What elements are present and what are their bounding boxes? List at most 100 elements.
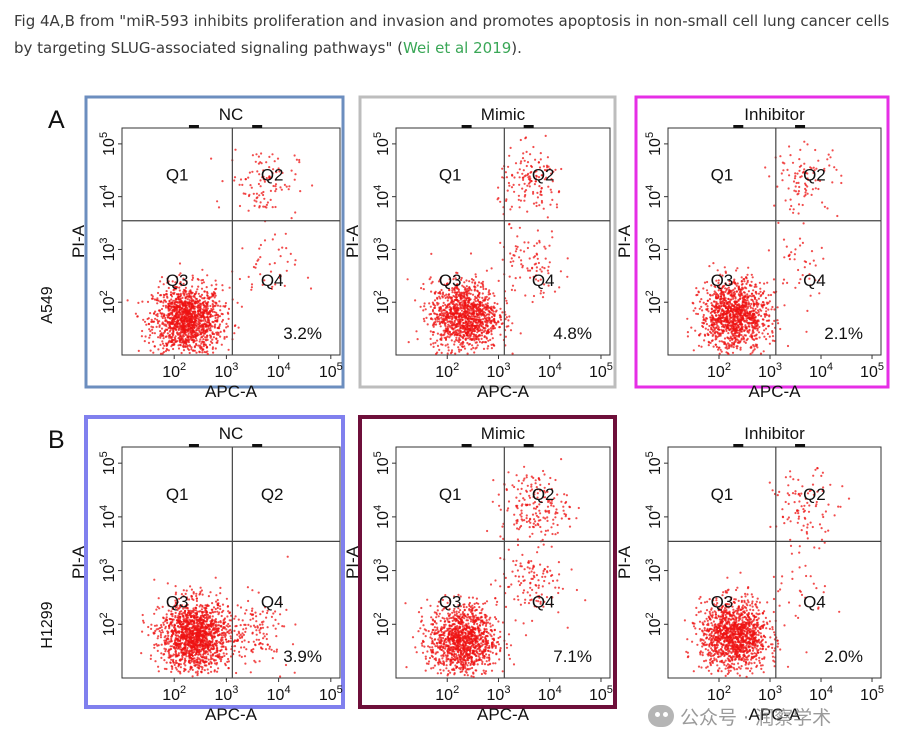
event-dot [446,299,449,302]
event-dot [786,281,789,284]
event-dot [520,259,523,262]
event-dot [141,300,144,303]
event-dot [471,324,474,327]
event-dot [442,334,445,337]
event-dot [767,301,770,304]
event-dot [423,302,426,305]
event-dot [461,318,464,321]
event-dot [475,341,478,344]
event-dot [171,334,174,337]
event-dot [805,189,808,192]
x-tick-label: 103 [758,361,782,381]
event-dot [696,312,700,316]
event-dot [191,338,194,342]
event-dot [482,326,485,329]
event-dot [760,303,763,306]
event-dot [207,658,210,661]
top-marker [188,125,199,128]
event-dot [485,295,488,298]
event-dot [728,343,731,346]
event-dot [290,217,293,220]
event-dot [798,165,802,168]
event-dot [257,182,260,186]
event-dot [149,334,152,337]
event-dot [226,325,229,328]
event-dot [718,308,721,311]
event-dot [154,310,157,313]
event-dot [274,205,277,209]
event-dot [722,304,725,307]
event-dot [719,305,723,308]
quadrant-label-q1: Q1 [166,165,189,184]
event-dot [728,318,731,321]
event-dot [198,295,201,298]
event-dot [756,346,759,349]
event-dot [179,312,182,315]
event-dot [736,345,739,348]
event-dot [250,288,253,291]
event-dot [455,336,458,339]
event-dot [711,339,714,342]
event-dot [184,297,187,300]
event-dot [465,316,468,319]
event-dot [716,311,719,314]
event-dot [250,283,254,286]
event-dot [767,324,770,328]
event-dot [720,350,723,353]
event-dot [706,299,710,302]
event-dot [165,335,168,338]
event-dot [762,301,765,304]
event-dot [444,312,447,315]
event-dot [279,186,282,189]
event-dot [725,329,728,333]
event-dot [499,241,502,244]
event-dot [186,295,189,298]
event-dot [429,330,432,333]
event-dot [166,281,169,284]
event-dot [271,238,274,241]
event-dot [715,305,718,308]
event-dot [737,325,740,328]
event-dot [193,294,196,297]
event-dot [250,286,253,289]
event-dot [465,289,468,293]
event-dot [739,340,742,343]
event-dot [433,306,437,309]
event-dot [294,173,297,176]
event-dot [220,343,223,346]
event-dot [185,318,188,321]
event-dot [455,291,458,294]
event-dot [766,281,769,284]
event-dot [290,169,293,172]
event-dot [470,332,473,335]
event-dot [747,301,750,304]
event-dot [521,187,524,190]
event-dot [438,309,441,312]
event-dot [510,205,513,208]
citation-link[interactable]: Wei et al 2019 [403,39,512,57]
event-dot [754,343,757,346]
event-dot [486,329,489,332]
event-dot [473,351,476,354]
event-dot [430,252,433,255]
event-dot [189,585,192,588]
event-dot [171,343,174,346]
event-dot [471,303,474,307]
event-dot [492,306,495,309]
event-dot [457,340,461,344]
event-dot [198,340,201,343]
x-tick-label: 104 [267,361,291,381]
event-dot [686,317,689,320]
event-dot [560,167,563,171]
event-dot [191,324,194,327]
event-dot [747,321,750,324]
event-dot [762,350,765,353]
event-dot [214,316,217,320]
event-dot [719,295,723,298]
event-dot [474,305,477,308]
event-dot [802,222,805,225]
event-dot [509,252,512,255]
event-dot [159,294,162,297]
event-dot [191,668,194,672]
